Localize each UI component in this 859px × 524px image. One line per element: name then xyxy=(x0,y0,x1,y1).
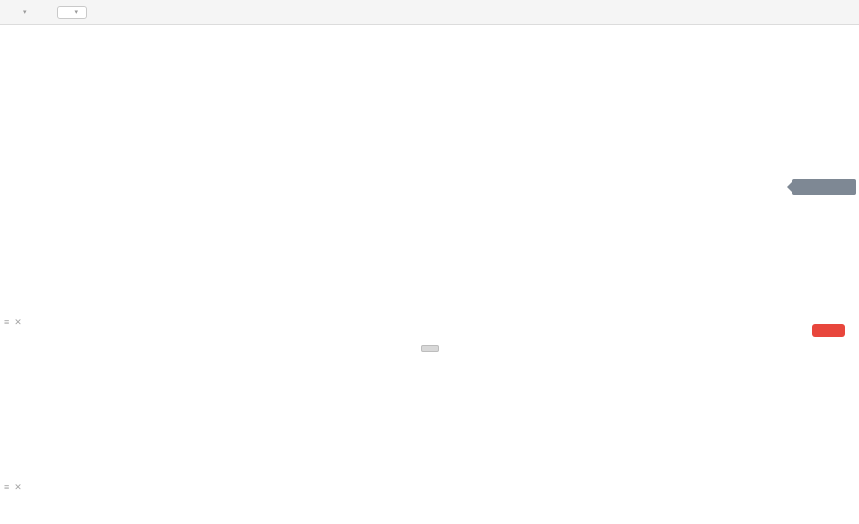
panel-resize-handle[interactable] xyxy=(421,345,439,352)
sell-price-badge[interactable] xyxy=(812,324,845,337)
indicator-settings-icon[interactable]: ≡ xyxy=(4,317,10,327)
indicator-settings-icon[interactable]: ≡ xyxy=(4,482,10,492)
chevron-down-icon: ▾ xyxy=(23,8,27,16)
time-axis[interactable] xyxy=(0,501,859,517)
remove-indicator-icon[interactable]: ✕ xyxy=(14,482,22,492)
chart-toolbar: ▾ ▾ xyxy=(0,0,859,25)
remove-indicator-icon[interactable]: ✕ xyxy=(14,317,22,327)
sma-indicator-row: ≡ ✕ xyxy=(4,318,37,327)
chevron-down-icon: ▾ xyxy=(74,8,79,16)
current-price-badge xyxy=(787,179,856,195)
rsi-indicator-row: ≡ ✕ xyxy=(4,483,37,492)
candle-countdown xyxy=(666,321,670,335)
market-selector[interactable]: ▾ xyxy=(20,9,27,16)
timeframe-selector[interactable]: ▾ xyxy=(56,5,88,19)
